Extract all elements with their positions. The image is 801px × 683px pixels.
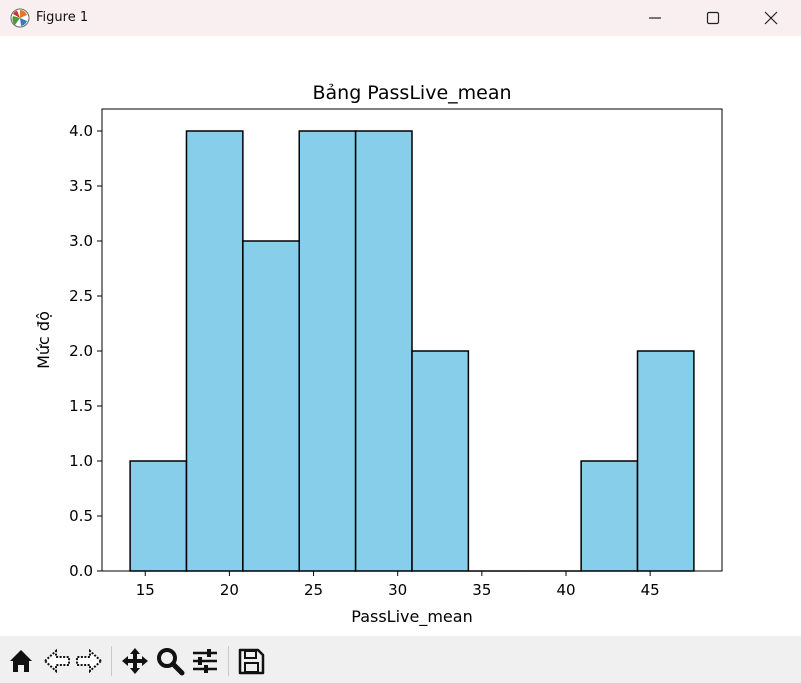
y-tick-label: 2.5 [69, 287, 93, 305]
y-tick-label: 1.0 [69, 452, 93, 470]
configure-subplots-icon [193, 649, 217, 673]
y-axis-ticks: 0.0 0.5 1.0 1.5 2.0 2.5 3.0 3.5 4.0 [69, 122, 102, 580]
histogram-bar [185, 130, 244, 572]
back-button[interactable] [42, 646, 72, 676]
close-button[interactable] [742, 0, 800, 36]
home-icon [10, 650, 32, 672]
histogram-chart: Bảng PassLive_mean 15 20 25 30 35 40 45 0.0 0.5… [34, 82, 723, 627]
minimize-icon [649, 17, 661, 19]
y-tick-label: 1.5 [69, 397, 93, 415]
histogram-bar [636, 350, 695, 572]
y-tick-label: 3.0 [69, 232, 93, 250]
pan-button[interactable] [120, 646, 150, 676]
bars-group [129, 130, 695, 572]
close-icon [764, 11, 778, 25]
histogram-bar [354, 130, 413, 572]
home-button[interactable] [6, 646, 36, 676]
x-axis-ticks: 15 20 25 30 35 40 45 [136, 571, 660, 599]
pan-icon [122, 648, 148, 674]
x-tick-label: 35 [472, 581, 491, 599]
toolbar-separator [228, 646, 229, 676]
y-tick-label: 0.0 [69, 562, 93, 580]
x-tick-label: 15 [136, 581, 155, 599]
y-tick-label: 2.0 [69, 342, 93, 360]
plot-frame [101, 108, 723, 572]
histogram-bar [242, 240, 300, 572]
x-axis-label: PassLive_mean [351, 607, 472, 627]
window-title: Figure 1 [36, 10, 89, 25]
y-tick-label: 0.5 [69, 507, 93, 525]
matplotlib-logo-icon [10, 8, 30, 28]
x-tick-label: 25 [304, 581, 323, 599]
x-tick-label: 40 [556, 581, 575, 599]
configure-subplots-button[interactable] [190, 646, 220, 676]
forward-button[interactable] [74, 646, 104, 676]
maximize-button[interactable] [684, 0, 742, 36]
window-titlebar: Figure 1 [0, 0, 801, 36]
x-tick-label: 30 [388, 581, 407, 599]
histogram-bar [580, 460, 639, 572]
y-tick-label: 3.5 [69, 177, 93, 195]
save-button[interactable] [236, 646, 266, 676]
figure-canvas[interactable]: Bảng PassLive_mean 15 20 25 30 35 40 45 0.0 0.5… [0, 36, 801, 636]
toolbar-separator [111, 646, 112, 676]
y-tick-label: 4.0 [69, 122, 93, 140]
forward-icon [76, 648, 103, 674]
x-tick-label: 20 [220, 581, 239, 599]
y-axis-label: Mức độ [34, 311, 53, 369]
histogram-bar [411, 350, 470, 572]
x-tick-label: 45 [641, 581, 660, 599]
zoom-icon [157, 648, 185, 676]
zoom-button[interactable] [155, 646, 185, 676]
back-icon [43, 648, 70, 674]
maximize-icon [706, 11, 720, 25]
navigation-toolbar [0, 636, 801, 683]
minimize-button[interactable] [626, 0, 684, 36]
save-icon [238, 648, 265, 675]
histogram-bar [298, 130, 357, 572]
histogram-bar [129, 460, 188, 572]
chart-title: Bảng PassLive_mean [312, 82, 511, 104]
